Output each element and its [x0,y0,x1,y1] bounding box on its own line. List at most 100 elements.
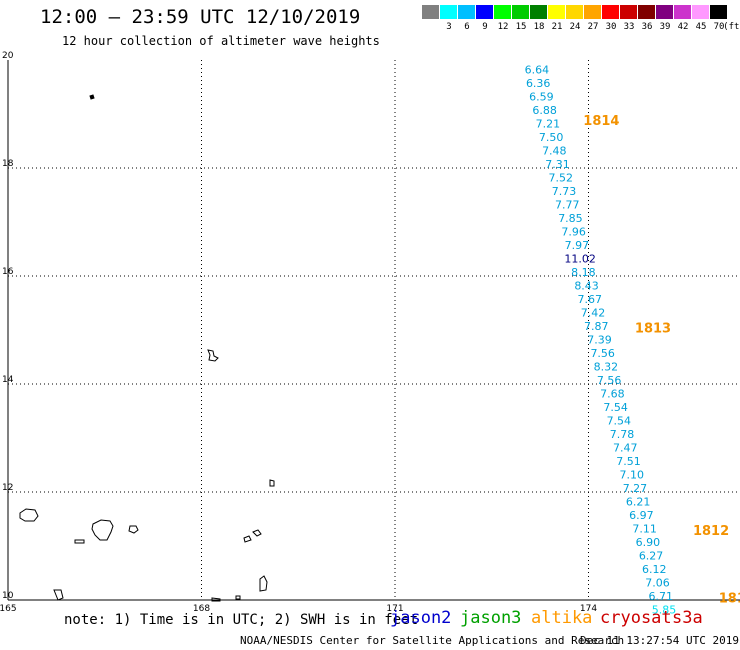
satellite-legend-entry: altika [531,608,593,628]
island-outline [89,94,95,100]
colorbar-swatch [656,5,674,19]
wave-height-label: 6.64 [525,64,550,77]
colorbar-label: 45 [695,22,707,32]
map-title: 12:00 – 23:59 UTC 12/10/2019 [40,6,361,28]
wave-height-label: 8.32 [594,361,619,374]
island-outline [269,479,275,487]
wave-height-label: 7.52 [549,172,574,185]
wave-height-label: 7.73 [552,185,577,198]
wave-height-label: 7.50 [539,131,564,144]
colorbar-label: 70 [713,22,725,32]
wave-height-label: 5.85 [652,604,677,617]
colorbar-label: 33 [623,22,635,32]
island-outline [259,575,268,592]
colorbar-label: 21 [551,22,563,32]
wave-height-label: 11.02 [564,253,596,266]
satellite-legend-entry: jason3 [460,608,522,628]
lat-tick-label: 18 [2,159,14,169]
colorbar-swatch [692,5,710,19]
wave-height-label: 6.27 [639,550,664,563]
wave-height-label: 6.59 [529,91,554,104]
wave-height-label: 7.67 [578,293,603,306]
island-outline [91,519,114,541]
island-outline [207,349,219,362]
colorbar-label: 18 [533,22,545,32]
lat-tick-label: 20 [2,51,14,61]
colorbar-label: 3 [446,22,452,32]
colorbar-swatch [566,5,584,19]
wave-height-label: 6.36 [526,77,551,90]
lon-tick-label: 174 [580,604,597,614]
colorbar-swatch [458,5,476,19]
island-outline [19,508,39,522]
wave-height-label: 8.18 [571,266,596,279]
units-note: note: 1) Time is in UTC; 2) SWH is in fe… [64,612,419,628]
colorbar-unit: (ft) [723,22,740,32]
satellite-legend-entry: jason2 [390,608,452,628]
colorbar-label: 15 [515,22,527,32]
wave-height-label: 7.31 [545,158,570,171]
satellite-legend-entry: s3a [672,608,703,628]
island-outline [235,595,241,600]
island-outline [211,597,221,602]
wave-height-label: 7.48 [542,145,567,158]
satellite-legend-entry: cryosat [600,608,672,628]
lat-tick-label: 10 [2,591,14,601]
colorbar-label: 12 [497,22,509,32]
wave-height-label: 6.90 [636,536,661,549]
colorbar-label: 9 [482,22,488,32]
island-outline [74,539,85,544]
pass-time-label: 1812 [693,524,729,539]
island-outline [252,529,262,537]
wave-height-label: 7.47 [613,442,638,455]
wave-height-label: 7.39 [587,334,612,347]
lon-tick-label: 171 [386,604,403,614]
wave-height-label: 7.56 [590,347,615,360]
colorbar-swatch [530,5,548,19]
colorbar-swatch [512,5,530,19]
colorbar-swatch [674,5,692,19]
colorbar-swatch [710,5,728,19]
wave-height-label: 7.06 [645,577,670,590]
wave-height-label: 7.77 [555,199,580,212]
colorbar-swatch [638,5,656,19]
colorbar-swatch [548,5,566,19]
colorbar-label: 24 [569,22,581,32]
colorbar-swatch [476,5,494,19]
wave-height-label: 7.54 [603,401,628,414]
colorbar-label: 42 [677,22,689,32]
colorbar-swatch [494,5,512,19]
wave-height-label: 7.11 [632,523,657,536]
wave-height-label: 7.51 [616,455,641,468]
wave-height-label: 7.97 [565,239,590,252]
wave-height-label: 7.54 [607,415,632,428]
colorbar-label: 30 [605,22,617,32]
island-outline [53,589,64,601]
wave-height-label: 7.87 [584,320,609,333]
wave-height-label: 7.27 [623,482,648,495]
island-outline [243,535,252,543]
generated-timestamp: Dec 11 13:27:54 UTC 2019 [580,634,739,647]
colorbar-swatch [440,5,458,19]
colorbar-label: 6 [464,22,470,32]
lat-tick-label: 12 [2,483,13,493]
wave-height-label: 7.85 [558,212,583,225]
wave-height-label: 7.10 [619,469,644,482]
wave-height-label: 6.71 [648,590,673,603]
colorbar-swatch [584,5,602,19]
colorbar-swatch [620,5,638,19]
wave-height-label: 6.88 [532,104,557,117]
lat-tick-label: 16 [2,267,14,277]
wave-height-label: 6.21 [626,496,651,509]
wave-height-label: 7.21 [536,118,561,131]
colorbar-label: 36 [641,22,653,32]
pass-time-label: 1814 [583,114,619,129]
wave-height-label: 7.78 [610,428,635,441]
pass-time-label: 1813 [635,322,671,337]
map-subtitle: 12 hour collection of altimeter wave hei… [62,34,380,48]
colorbar-swatch [602,5,620,19]
colorbar-label: 39 [659,22,671,32]
colorbar-label: 27 [587,22,599,32]
lon-tick-label: 165 [0,604,17,614]
